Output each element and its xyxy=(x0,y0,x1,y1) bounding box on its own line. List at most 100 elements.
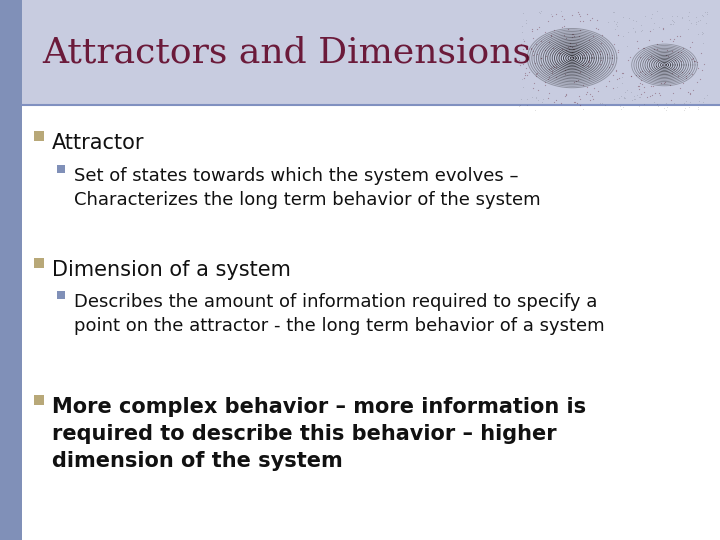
Point xyxy=(551,9,562,18)
Point xyxy=(581,82,593,91)
Point xyxy=(559,70,571,78)
Point xyxy=(642,55,654,64)
Text: Set of states towards which the system evolves –
Characterizes the long term beh: Set of states towards which the system e… xyxy=(74,167,541,210)
Point xyxy=(586,14,598,22)
Point xyxy=(566,29,577,38)
Point xyxy=(513,56,525,65)
Point xyxy=(677,79,688,87)
Point xyxy=(645,14,657,22)
Point xyxy=(611,65,622,74)
Bar xyxy=(22,0,720,105)
Point xyxy=(532,86,544,94)
Point xyxy=(548,25,559,34)
Point xyxy=(591,48,603,57)
Point xyxy=(654,22,665,31)
Point xyxy=(698,93,710,102)
Point xyxy=(527,84,539,93)
Point xyxy=(686,55,698,63)
Point xyxy=(562,25,574,34)
Point xyxy=(582,36,594,45)
Point xyxy=(530,71,541,80)
Point xyxy=(548,98,559,107)
Point xyxy=(575,25,586,34)
Point xyxy=(594,59,606,68)
Point xyxy=(547,43,559,52)
Point xyxy=(629,27,641,36)
Point xyxy=(600,100,611,109)
Point xyxy=(617,69,629,77)
Point xyxy=(528,79,540,87)
Point xyxy=(672,71,684,80)
Point xyxy=(631,91,643,100)
Point xyxy=(645,70,657,79)
Point xyxy=(542,75,554,83)
Point xyxy=(651,100,662,109)
Point xyxy=(647,10,658,18)
Point xyxy=(637,44,649,52)
Point xyxy=(526,92,538,101)
Point xyxy=(639,44,650,52)
Point xyxy=(575,16,586,25)
Point xyxy=(577,105,589,113)
Point xyxy=(693,30,704,38)
Point xyxy=(595,56,607,65)
Point xyxy=(558,31,570,39)
Point xyxy=(572,8,584,16)
Bar xyxy=(0,0,22,540)
Point xyxy=(683,103,694,111)
Point xyxy=(513,102,525,111)
Point xyxy=(564,38,576,47)
Point xyxy=(546,10,557,18)
Point xyxy=(666,16,678,24)
Point xyxy=(534,22,545,31)
Point xyxy=(548,62,559,70)
Point xyxy=(518,59,529,68)
Point xyxy=(514,60,526,69)
Point xyxy=(613,93,625,102)
Point xyxy=(669,65,680,73)
Point xyxy=(523,55,534,63)
Point xyxy=(534,9,546,17)
Point xyxy=(626,87,637,96)
Point xyxy=(568,31,580,40)
Point xyxy=(521,71,533,79)
Point xyxy=(690,19,702,28)
Point xyxy=(643,36,654,44)
Point xyxy=(647,25,658,33)
Point xyxy=(620,87,631,96)
Point xyxy=(526,26,538,35)
Point xyxy=(531,94,542,103)
Point xyxy=(654,91,665,100)
Point xyxy=(665,20,676,29)
Point xyxy=(550,96,562,104)
Point xyxy=(667,47,678,56)
Point xyxy=(647,53,659,62)
Point xyxy=(607,8,618,16)
Point xyxy=(600,82,611,90)
Point xyxy=(639,83,650,91)
Point xyxy=(580,90,592,99)
Point xyxy=(573,9,585,18)
Point xyxy=(667,89,678,98)
Point xyxy=(608,17,620,25)
Point xyxy=(667,17,679,25)
Text: Dimension of a system: Dimension of a system xyxy=(52,260,291,280)
Point xyxy=(687,54,698,63)
Point xyxy=(572,48,583,57)
Point xyxy=(570,39,582,48)
Point xyxy=(698,29,709,37)
Point xyxy=(526,24,537,33)
Point xyxy=(627,16,639,24)
Point xyxy=(686,69,698,78)
Point xyxy=(653,88,665,97)
Point xyxy=(531,69,543,77)
Point xyxy=(539,78,551,86)
Point xyxy=(521,16,532,25)
Point xyxy=(535,54,546,63)
Point xyxy=(678,98,690,107)
Point xyxy=(643,67,654,76)
Point xyxy=(660,99,671,107)
Point xyxy=(635,27,647,36)
Point xyxy=(662,51,674,60)
Point xyxy=(667,20,678,29)
